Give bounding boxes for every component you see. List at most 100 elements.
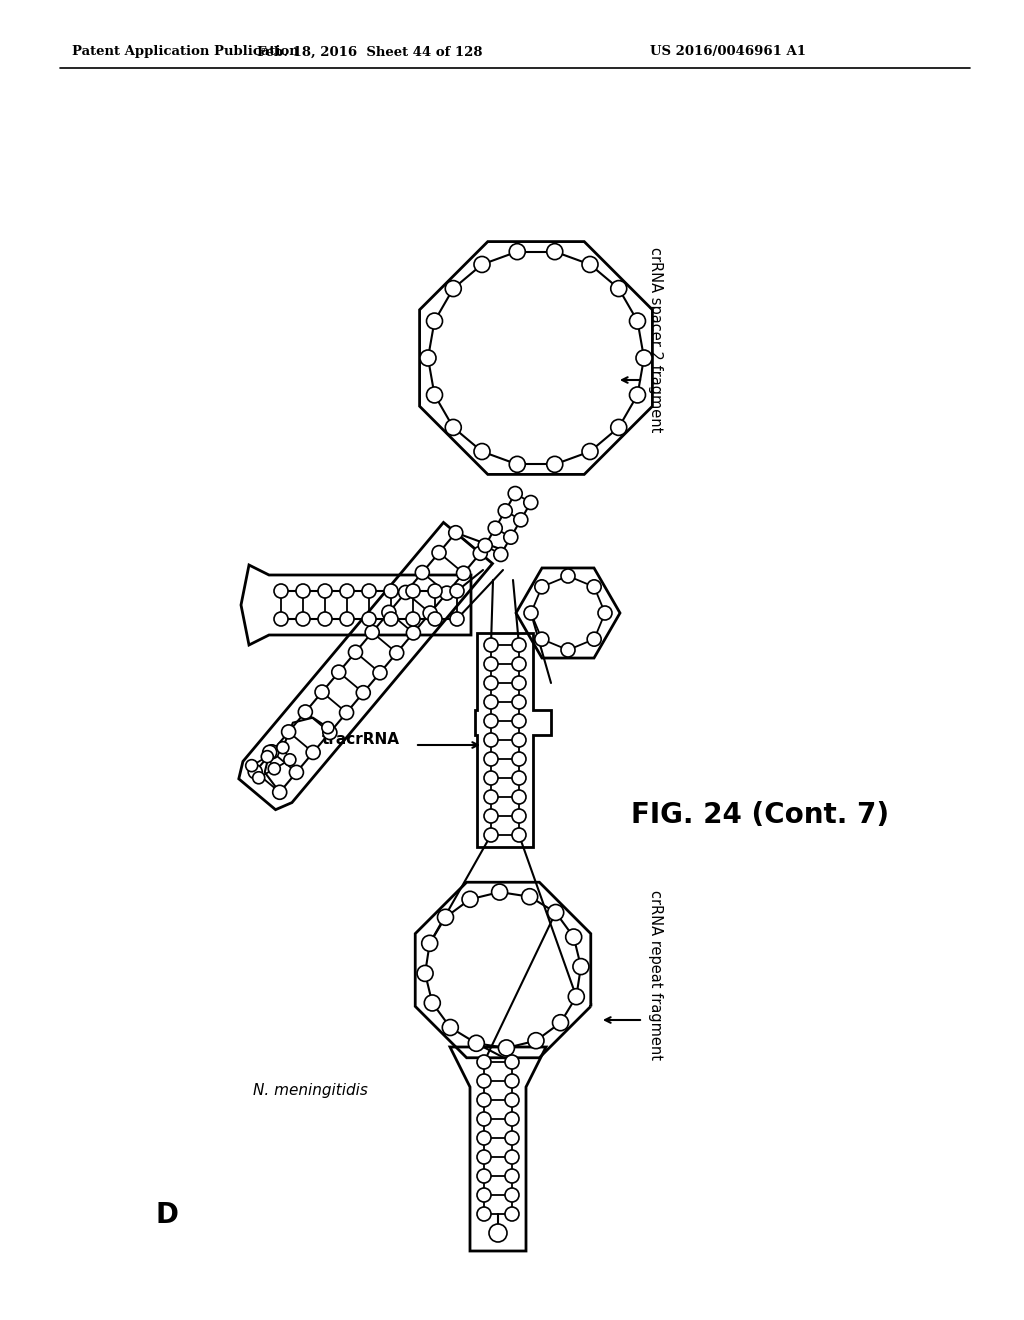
Circle shape: [296, 612, 310, 626]
Circle shape: [323, 726, 337, 739]
Circle shape: [514, 513, 527, 527]
Circle shape: [582, 444, 598, 459]
Circle shape: [474, 256, 490, 272]
Circle shape: [630, 387, 645, 403]
Circle shape: [384, 583, 398, 598]
Circle shape: [528, 1032, 544, 1048]
Circle shape: [587, 579, 601, 594]
Circle shape: [565, 929, 582, 945]
Circle shape: [484, 714, 498, 729]
Circle shape: [489, 1224, 507, 1242]
Circle shape: [505, 1093, 519, 1107]
Circle shape: [547, 457, 563, 473]
Circle shape: [504, 531, 518, 544]
Circle shape: [474, 444, 490, 459]
Circle shape: [509, 244, 525, 260]
Circle shape: [512, 828, 526, 842]
Circle shape: [416, 565, 429, 579]
Circle shape: [457, 566, 471, 581]
Circle shape: [582, 256, 598, 272]
Circle shape: [477, 1206, 490, 1221]
Circle shape: [427, 387, 442, 403]
Circle shape: [449, 525, 463, 540]
Circle shape: [274, 612, 288, 626]
Circle shape: [420, 350, 436, 366]
Text: crRNA repeat fragment: crRNA repeat fragment: [648, 890, 663, 1060]
Circle shape: [422, 936, 437, 952]
Circle shape: [462, 891, 478, 907]
Circle shape: [276, 742, 289, 754]
Circle shape: [484, 828, 498, 842]
Circle shape: [477, 1131, 490, 1144]
Circle shape: [253, 772, 264, 784]
Circle shape: [322, 722, 334, 734]
Circle shape: [348, 645, 362, 659]
Circle shape: [512, 752, 526, 766]
Circle shape: [407, 626, 421, 640]
Circle shape: [494, 548, 508, 561]
Circle shape: [366, 626, 379, 639]
Text: FIG. 24 (Cont. 7): FIG. 24 (Cont. 7): [631, 801, 889, 829]
Circle shape: [478, 539, 493, 553]
Circle shape: [477, 1150, 490, 1164]
Circle shape: [505, 1074, 519, 1088]
Circle shape: [373, 665, 387, 680]
Circle shape: [437, 909, 454, 925]
Circle shape: [512, 771, 526, 785]
Circle shape: [524, 495, 538, 510]
Text: N. meningitidis: N. meningitidis: [253, 1082, 368, 1097]
Circle shape: [512, 638, 526, 652]
Circle shape: [406, 612, 420, 626]
Text: US 2016/0046961 A1: US 2016/0046961 A1: [650, 45, 806, 58]
Circle shape: [427, 313, 442, 329]
Circle shape: [318, 583, 332, 598]
Circle shape: [630, 313, 645, 329]
Circle shape: [610, 420, 627, 436]
Circle shape: [450, 583, 464, 598]
Circle shape: [484, 696, 498, 709]
Circle shape: [246, 759, 258, 772]
Text: tracrRNA: tracrRNA: [322, 733, 400, 747]
Circle shape: [477, 1093, 490, 1107]
Circle shape: [505, 1131, 519, 1144]
Circle shape: [477, 1188, 490, 1203]
Circle shape: [587, 632, 601, 647]
Circle shape: [362, 583, 376, 598]
Circle shape: [296, 583, 310, 598]
Circle shape: [424, 995, 440, 1011]
Circle shape: [508, 487, 522, 500]
Circle shape: [484, 657, 498, 671]
Circle shape: [521, 888, 538, 904]
Circle shape: [284, 754, 296, 766]
Circle shape: [484, 638, 498, 652]
Circle shape: [484, 733, 498, 747]
Circle shape: [406, 583, 420, 598]
Circle shape: [499, 1040, 514, 1056]
Circle shape: [268, 763, 281, 775]
Circle shape: [318, 612, 332, 626]
Circle shape: [265, 744, 279, 759]
Circle shape: [428, 612, 442, 626]
Circle shape: [340, 706, 353, 719]
Text: crRNA spacer 2 fragment: crRNA spacer 2 fragment: [648, 247, 663, 433]
Circle shape: [524, 606, 538, 620]
Circle shape: [488, 521, 502, 535]
Circle shape: [298, 705, 312, 719]
Circle shape: [477, 1170, 490, 1183]
Circle shape: [512, 733, 526, 747]
Circle shape: [505, 1055, 519, 1069]
Circle shape: [512, 789, 526, 804]
Circle shape: [473, 546, 487, 560]
Circle shape: [505, 1170, 519, 1183]
Circle shape: [468, 1035, 484, 1051]
Circle shape: [445, 420, 461, 436]
Circle shape: [290, 766, 303, 779]
Circle shape: [505, 1150, 519, 1164]
Circle shape: [442, 1019, 459, 1035]
Circle shape: [610, 281, 627, 297]
Circle shape: [332, 665, 346, 678]
Circle shape: [390, 645, 403, 660]
Circle shape: [512, 696, 526, 709]
Circle shape: [432, 545, 446, 560]
Circle shape: [477, 1111, 490, 1126]
